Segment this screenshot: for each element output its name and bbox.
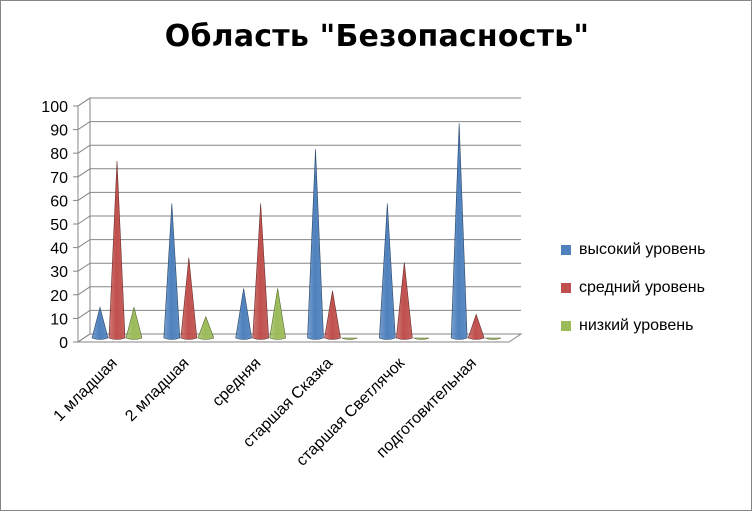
bar-low <box>341 337 358 340</box>
bar-high <box>91 306 109 340</box>
bar-low <box>125 306 143 340</box>
y-tick-label: 20 <box>50 288 68 305</box>
x-tick-label: средняя <box>209 355 264 410</box>
bar-low <box>485 337 502 340</box>
x-tick-label: 1 младшая <box>51 355 121 425</box>
y-tick-label: 70 <box>50 170 68 187</box>
y-tick-label: 90 <box>50 123 68 140</box>
bar-medium <box>324 290 341 340</box>
gridline <box>77 262 521 272</box>
legend-swatch-low <box>561 321 571 331</box>
gridline <box>77 97 521 107</box>
y-tick-label: 80 <box>50 146 68 163</box>
gridline <box>77 215 521 225</box>
bar-medium <box>252 203 269 340</box>
bar-high <box>379 203 396 340</box>
bar-medium <box>108 160 126 340</box>
gridline <box>77 144 521 154</box>
gridline <box>77 191 521 201</box>
legend-item-high: высокий уровень <box>561 231 751 269</box>
chart-gridlines <box>77 97 521 343</box>
gridline <box>77 309 521 319</box>
y-tick-label: 30 <box>50 264 68 281</box>
bar-high <box>163 203 181 340</box>
y-tick-label: 40 <box>50 241 68 258</box>
y-tick-label: 10 <box>50 311 68 328</box>
bar-low <box>413 337 430 340</box>
legend-label-medium: средний уровень <box>579 279 705 296</box>
legend-item-medium: средний уровень <box>561 269 751 307</box>
bar-medium <box>467 313 485 340</box>
y-tick-label: 100 <box>41 99 68 116</box>
gridline <box>77 121 521 131</box>
chart-bars <box>91 123 502 340</box>
bar-medium <box>180 257 198 340</box>
bar-high <box>235 288 253 340</box>
y-tick-label: 0 <box>59 335 68 352</box>
gridline <box>77 168 521 178</box>
chart-title: Область "Безопасность" <box>164 19 590 54</box>
legend-swatch-high <box>561 245 571 255</box>
legend-label-high: высокий уровень <box>579 241 706 258</box>
bar-medium <box>396 262 413 340</box>
legend-item-low: низкий уровень <box>561 307 751 345</box>
gridline <box>77 239 521 249</box>
gridline <box>77 333 521 343</box>
bar-low <box>197 315 215 340</box>
bar-high <box>450 123 468 340</box>
gridline <box>77 286 521 296</box>
y-tick-label: 50 <box>50 217 68 234</box>
chart-legend: высокий уровень средний уровень низкий у… <box>561 231 751 345</box>
x-tick-label: 2 младшая <box>122 355 192 425</box>
bar-low <box>269 288 287 340</box>
legend-label-low: низкий уровень <box>579 317 694 334</box>
y-axis: 0 10 20 30 40 50 60 70 80 90 100 <box>41 99 79 352</box>
legend-swatch-medium <box>561 283 571 293</box>
y-tick-label: 60 <box>50 193 68 210</box>
bar-high <box>307 149 324 340</box>
